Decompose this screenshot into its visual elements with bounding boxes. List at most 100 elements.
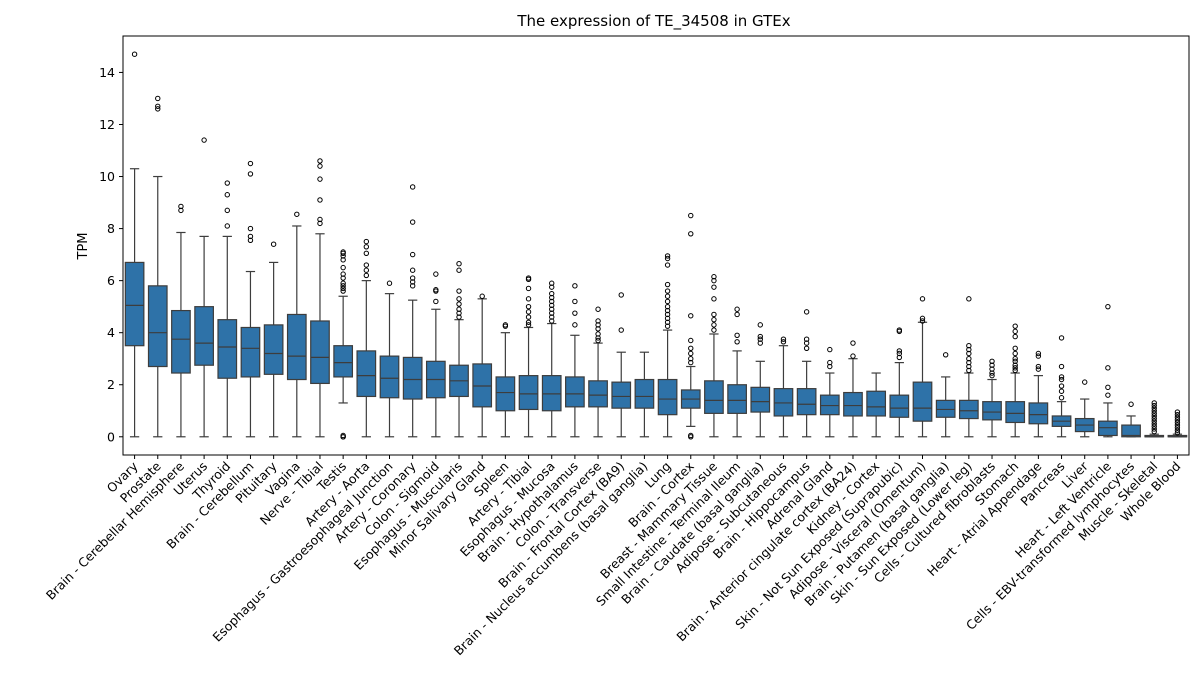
- outlier-point: [595, 331, 601, 337]
- outlier-point: [1174, 411, 1181, 418]
- outlier-point: [363, 272, 370, 279]
- outlier-point: [317, 197, 323, 203]
- outlier-point: [525, 296, 532, 302]
- outlier-point: [989, 358, 995, 365]
- box-31: [843, 391, 863, 417]
- chart-title: The expression of TE_34508 in GTEx: [516, 12, 790, 31]
- outlier-point: [549, 280, 555, 286]
- outlier-point: [595, 318, 601, 324]
- outlier-point: [155, 106, 161, 112]
- outlier-point: [688, 350, 694, 357]
- outlier-point: [1058, 374, 1065, 380]
- outlier-point: [409, 275, 416, 281]
- outlier-point: [178, 203, 184, 210]
- outlier-point: [317, 216, 323, 223]
- plot-frame: [122, 35, 1190, 456]
- outlier-point: [363, 250, 370, 257]
- outlier-point: [572, 310, 578, 316]
- outlier-point: [340, 432, 346, 439]
- outlier-point: [664, 298, 671, 305]
- outlier-point: [1174, 417, 1181, 423]
- outlier-point: [1058, 335, 1065, 341]
- outlier-point: [850, 353, 856, 359]
- outlier-point: [1174, 430, 1181, 436]
- outlier-point: [688, 345, 694, 351]
- outlier-point: [363, 238, 370, 245]
- box-33: [889, 394, 910, 418]
- outlier-point: [803, 336, 810, 342]
- box-7: [286, 313, 307, 381]
- outlier-point: [1151, 402, 1157, 409]
- box-10: [356, 350, 377, 398]
- box-3: [194, 306, 214, 366]
- box-8: [310, 320, 330, 385]
- outlier-point: [803, 309, 810, 315]
- outlier-point: [1105, 384, 1111, 391]
- y-tick-label: 8: [107, 221, 115, 236]
- box-42: [1098, 420, 1118, 437]
- outlier-point: [1012, 358, 1018, 365]
- outlier-point: [1174, 409, 1181, 415]
- outlier-point: [1128, 401, 1134, 407]
- box-16: [495, 376, 516, 412]
- outlier-point: [456, 296, 462, 302]
- box-6: [263, 324, 284, 375]
- outlier-point: [688, 313, 694, 319]
- outlier-point: [734, 306, 740, 312]
- outlier-point: [340, 271, 346, 277]
- box-11: [379, 355, 400, 399]
- outlier-point: [549, 290, 555, 297]
- outlier-point: [1105, 365, 1111, 371]
- y-tick-label: 4: [107, 325, 115, 340]
- box-23: [657, 378, 678, 416]
- outlier-point: [1012, 365, 1018, 371]
- box-19: [565, 376, 585, 408]
- outlier-point: [711, 296, 717, 302]
- outlier-point: [409, 219, 416, 225]
- outlier-point: [1058, 376, 1065, 383]
- outlier-point: [850, 340, 856, 346]
- outlier-point: [525, 322, 532, 328]
- box-38: [1005, 401, 1026, 424]
- outlier-point: [340, 264, 346, 271]
- outlier-point: [966, 356, 972, 362]
- outlier-point: [664, 253, 671, 259]
- outlier-point: [1105, 303, 1111, 310]
- box-1: [147, 285, 168, 368]
- outlier-point: [247, 160, 254, 167]
- outlier-point: [224, 192, 230, 198]
- outlier-point: [572, 298, 578, 305]
- y-tick-label: 0: [107, 429, 115, 444]
- box-34: [912, 381, 933, 422]
- outlier-point: [409, 251, 416, 258]
- outlier-point: [1174, 424, 1181, 431]
- outlier-point: [456, 306, 462, 312]
- outlier-point: [1012, 333, 1018, 340]
- outlier-point: [664, 255, 671, 262]
- outlier-point: [340, 283, 346, 289]
- outlier-point: [711, 316, 717, 323]
- outlier-point: [803, 345, 810, 351]
- outlier-point: [1151, 423, 1157, 430]
- outlier-point: [989, 372, 995, 379]
- outlier-point: [1058, 383, 1065, 389]
- outlier-point: [1035, 350, 1042, 357]
- box-43: [1121, 424, 1141, 438]
- outlier-point: [734, 339, 740, 345]
- outlier-point: [734, 332, 740, 338]
- outlier-point: [433, 271, 439, 277]
- outlier-point: [1012, 328, 1018, 335]
- outlier-point: [1151, 405, 1157, 411]
- outlier-point: [896, 348, 903, 354]
- box-27: [750, 386, 771, 413]
- outlier-point: [896, 327, 903, 333]
- box-32: [866, 390, 887, 417]
- y-tick-label: 14: [99, 65, 115, 80]
- outlier-point: [1151, 408, 1157, 414]
- box-2: [171, 309, 191, 374]
- y-tick-label: 10: [99, 169, 115, 184]
- outlier-point: [734, 311, 740, 318]
- y-axis-label: TPM: [76, 233, 91, 261]
- box-35: [935, 399, 956, 418]
